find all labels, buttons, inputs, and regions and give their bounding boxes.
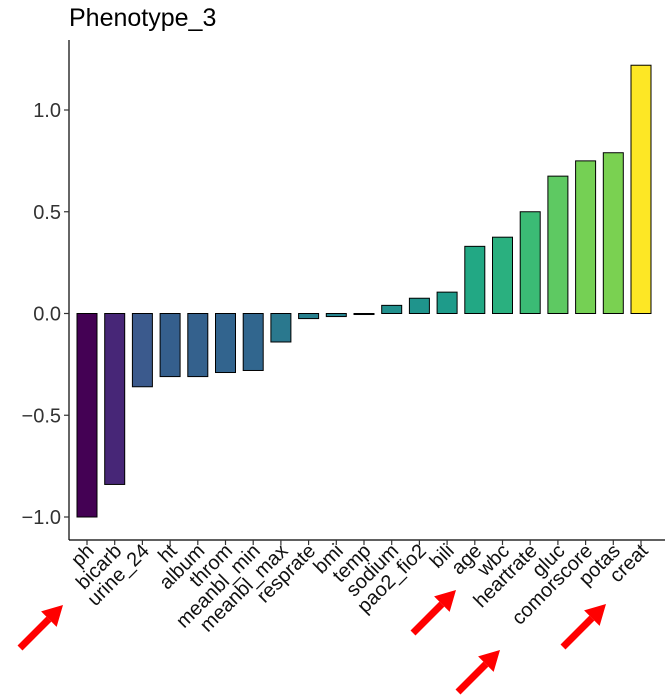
arrow-icon-comorscore-shaft (455, 661, 489, 695)
arrow-icon-potas-head (584, 604, 606, 626)
bar-bicarb (104, 313, 126, 485)
bar-creat (630, 64, 652, 315)
bar-urine_24 (131, 313, 153, 388)
y-tick-label: 0.5 (33, 202, 61, 224)
bar-album (187, 313, 209, 378)
arrow-icon-age (410, 590, 456, 636)
bar-throm (215, 313, 236, 374)
bar-meanbl_max (270, 313, 292, 343)
bar-bmi (325, 313, 347, 318)
arrow-icon-bicarb-head (41, 605, 63, 627)
bar-pao2_fio2 (408, 297, 430, 314)
arrow-icon-age-head (434, 590, 456, 612)
bar-resprate (298, 313, 320, 320)
bar-temp (353, 313, 375, 316)
chart-title: Phenotype_3 (69, 4, 217, 32)
y-tick-label: 0.0 (33, 304, 61, 326)
arrow-icon-potas-shaft (560, 615, 595, 650)
bar-potas (602, 152, 624, 314)
arrow-icon-comorscore-head (478, 650, 500, 672)
bar-sodium (381, 304, 403, 314)
bar-bili (436, 291, 458, 315)
arrow-icon-potas (560, 604, 606, 650)
bar-wbc (492, 236, 513, 314)
bar-meanbl_min (242, 313, 264, 371)
arrow-icon-bicarb-shaft (17, 616, 52, 651)
arrow-icon-comorscore (455, 650, 500, 695)
y-tick-label: 1.0 (33, 100, 61, 122)
bar-heartrate (519, 211, 541, 314)
bar-age (464, 245, 486, 314)
bar-comorscore (575, 160, 597, 314)
arrow-icon-age-shaft (410, 601, 445, 636)
bar-ht (159, 313, 181, 378)
y-tick-label: −1.0 (22, 507, 61, 529)
arrow-icon-bicarb (17, 605, 63, 651)
bar-gluc (547, 175, 569, 314)
y-tick-label: −0.5 (22, 405, 61, 427)
bar-ph (76, 313, 98, 518)
